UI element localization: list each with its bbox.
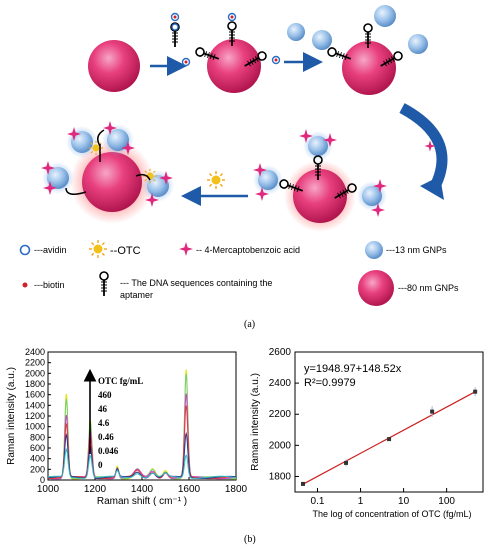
- data-point: [300, 481, 305, 486]
- data-point: [387, 437, 392, 442]
- gnp80-icon: [358, 270, 394, 306]
- gnp80-with-probes: [181, 12, 281, 93]
- data-point: [473, 389, 478, 394]
- x-axis-label: The log of concentration of OTC (fg/mL): [312, 509, 471, 519]
- legend-entry: 4.6: [98, 418, 110, 428]
- y-tick-label: 200: [30, 464, 45, 474]
- spectrum-line-0: [48, 447, 237, 479]
- legend-entry: 0: [98, 460, 103, 470]
- legend-entry: 0.046: [98, 446, 119, 456]
- avidin-icon: [19, 244, 31, 256]
- scheme-panel-a: ---avidin --OTC -- 4-Mercaptobenzoic aci…: [19, 5, 459, 330]
- legend-mba: -- 4-Mercaptobenzoic acid: [196, 245, 300, 255]
- y-axis-label: Raman intensity (a.u.): [250, 373, 261, 471]
- y-tick-label: 2000: [269, 440, 292, 451]
- data-point: [344, 460, 349, 465]
- r-squared: R²=0.9979: [304, 377, 356, 389]
- legend-dna-line2: aptamer: [120, 290, 153, 300]
- legend-gnp13: ---13 nm GNPs: [386, 245, 447, 255]
- y-tick-label: 0: [40, 475, 45, 485]
- data-point: [430, 409, 435, 414]
- raman-spectra-chart: 1000 1200 1400 1600 180002004006008001000120…: [6, 347, 248, 507]
- y-tick-label: 1800: [269, 471, 292, 482]
- annotation-title: OTC fg/mL: [98, 376, 143, 386]
- y-tick-label: 1800: [25, 379, 45, 389]
- legend-dna-line1: --- The DNA sequences containing the: [120, 278, 272, 288]
- gnp80-with-gnp13: [312, 5, 428, 95]
- y-tick-label: 2200: [269, 409, 292, 420]
- y-tick-label: 2000: [25, 368, 45, 378]
- y-tick-label: 600: [30, 443, 45, 453]
- dna-icon: [99, 271, 109, 297]
- y-tick-label: 1200: [25, 411, 45, 421]
- otc-sun-icon: [206, 170, 226, 190]
- y-tick-label: 2400: [269, 378, 292, 389]
- legend: ---avidin --OTC -- 4-Mercaptobenzoic aci…: [19, 239, 459, 306]
- x-tick-label: 0.1: [311, 496, 325, 507]
- mba-star-icon: [179, 242, 193, 256]
- x-tick-label: 1400: [131, 484, 154, 495]
- y-tick-label: 800: [30, 432, 45, 442]
- legend-biotin: ---biotin: [34, 280, 65, 290]
- gnp13-sphere: [287, 23, 305, 41]
- y-axis-label: Raman intensity (a.u.): [6, 367, 17, 465]
- y-tick-label: 2600: [269, 347, 292, 358]
- y-tick-label: 2400: [25, 347, 45, 357]
- x-tick-label: 1: [358, 496, 364, 507]
- biotin-icon: [22, 282, 28, 288]
- y-tick-label: 1600: [25, 390, 45, 400]
- x-tick-label: 1800: [225, 484, 248, 495]
- x-tick-label: 10: [398, 496, 410, 507]
- caption-a: (a): [244, 319, 255, 330]
- y-tick-label: 2200: [25, 358, 45, 368]
- x-tick-label: 1200: [84, 484, 107, 495]
- legend-entry: 460: [98, 390, 112, 400]
- legend-otc: --OTC: [110, 245, 141, 257]
- gnp80-labeled-mba: [253, 129, 387, 232]
- y-tick-label: 1000: [25, 422, 45, 432]
- x-tick-label: 1000: [37, 484, 60, 495]
- fit-equation: y=1948.97+148.52x: [304, 363, 402, 375]
- gnp80-otc-bound: [41, 121, 174, 224]
- gnp13-icon: [365, 241, 383, 259]
- legend-avidin: ---avidin: [34, 245, 67, 255]
- y-tick-label: 400: [30, 454, 45, 464]
- legend-gnp80: ---80 nm GNPs: [398, 283, 459, 293]
- otc-icon: [88, 239, 108, 259]
- dna-probe-icon: [170, 12, 180, 48]
- legend-entry: 0.46: [98, 432, 114, 442]
- x-tick-label: 1600: [178, 484, 201, 495]
- y-tick-label: 1400: [25, 400, 45, 410]
- legend-entry: 46: [98, 404, 108, 414]
- x-tick-label: 100: [438, 496, 455, 507]
- calibration-chart: 0.1 1 10 100 1800 2000 2200 2400 2600 y=1948.97+…: [250, 347, 484, 519]
- gnp80-sphere: [88, 40, 140, 92]
- plot-frame: [294, 351, 484, 493]
- x-axis-label: Raman shift ( cm⁻¹ ): [97, 496, 187, 507]
- caption-b: (b): [244, 534, 256, 545]
- plot-frame: [47, 351, 237, 481]
